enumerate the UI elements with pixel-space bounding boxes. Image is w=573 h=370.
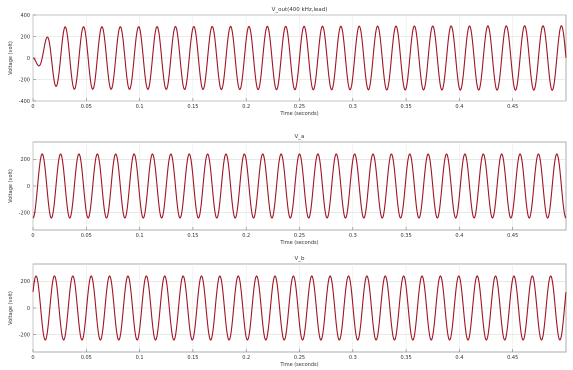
x-tick-label: 0.1 [136, 233, 144, 239]
x-axis-label: Time (seconds) [279, 111, 318, 117]
series-line-1 [32, 153, 567, 219]
x-tick-label: 0.3 [349, 233, 357, 239]
x-tick-label: 0.4 [455, 355, 463, 361]
x-tick-label: 0.2 [242, 104, 250, 110]
x-tick-label: 0.2 [242, 355, 250, 361]
x-tick-label: 0.3 [349, 104, 357, 110]
y-axis-label: Voltage (volt) [8, 169, 14, 203]
x-tick-label: 0.25 [294, 355, 305, 361]
x-tick-label: 0.25 [294, 104, 305, 110]
y-tick-label: -200 [19, 210, 30, 216]
chart-panel-2: 200 0 -200 0 0.05 0.1 0.15 0.2 0.25 0.3 0.35 0.4 0.4… [8, 134, 567, 246]
y-axis-label: Voltage (volt) [8, 291, 14, 325]
y-tick-label: -400 [19, 99, 30, 105]
x-tick-label: 0 [31, 355, 34, 361]
y-tick-label: 200 [20, 157, 30, 163]
x-tick-label: 0.35 [401, 233, 412, 239]
y-tick-label: 200 [20, 279, 30, 285]
y-tick-label: 0 [27, 56, 30, 62]
chart-title: V_b [294, 256, 305, 262]
chart-title: V_a [295, 134, 305, 140]
y-axis-label: Voltage (volt) [8, 41, 14, 75]
x-tick-label: 0.35 [401, 104, 412, 110]
y-tick-label: 400 [20, 13, 30, 19]
x-tick-label: 0.2 [242, 233, 250, 239]
y-tick-label: 0 [27, 184, 30, 190]
x-axis-label: Time (seconds) [279, 362, 318, 368]
y-tick-label: -200 [19, 332, 30, 338]
x-tick-label: 0.45 [507, 355, 518, 361]
x-tick-label: 0.05 [81, 355, 92, 361]
x-tick-label: 0.4 [455, 104, 463, 110]
x-tick-label: 0.15 [187, 104, 198, 110]
chart-panel-3: 200 0 -200 0 0.05 0.1 0.15 0.2 0.25 0.3 0.35 0.4 0.4… [8, 256, 567, 368]
x-tick-label: 0 [31, 233, 34, 239]
series-line-1 [32, 275, 567, 341]
y-tick-label: 0 [27, 306, 30, 312]
x-tick-label: 0.05 [81, 233, 92, 239]
x-tick-label: 0.4 [455, 233, 463, 239]
x-tick-label: 0.1 [136, 104, 144, 110]
x-tick-label: 0 [31, 104, 34, 110]
x-tick-label: 0.05 [81, 104, 92, 110]
x-tick-label: 0.35 [401, 355, 412, 361]
chart-title: V_out(400 kHz,lead) [272, 7, 328, 13]
x-tick-label: 0.3 [349, 355, 357, 361]
y-tick-label: -200 [19, 77, 30, 83]
x-tick-label: 0.15 [187, 233, 198, 239]
y-tick-label: 200 [20, 34, 30, 40]
x-tick-label: 0.15 [187, 355, 198, 361]
x-tick-label: 0.25 [294, 233, 305, 239]
x-tick-label: 0.1 [136, 355, 144, 361]
x-tick-label: 0.45 [507, 104, 518, 110]
x-tick-label: 0.45 [507, 233, 518, 239]
x-axis-label: Time (seconds) [279, 240, 318, 246]
series-line-1 [32, 25, 567, 91]
